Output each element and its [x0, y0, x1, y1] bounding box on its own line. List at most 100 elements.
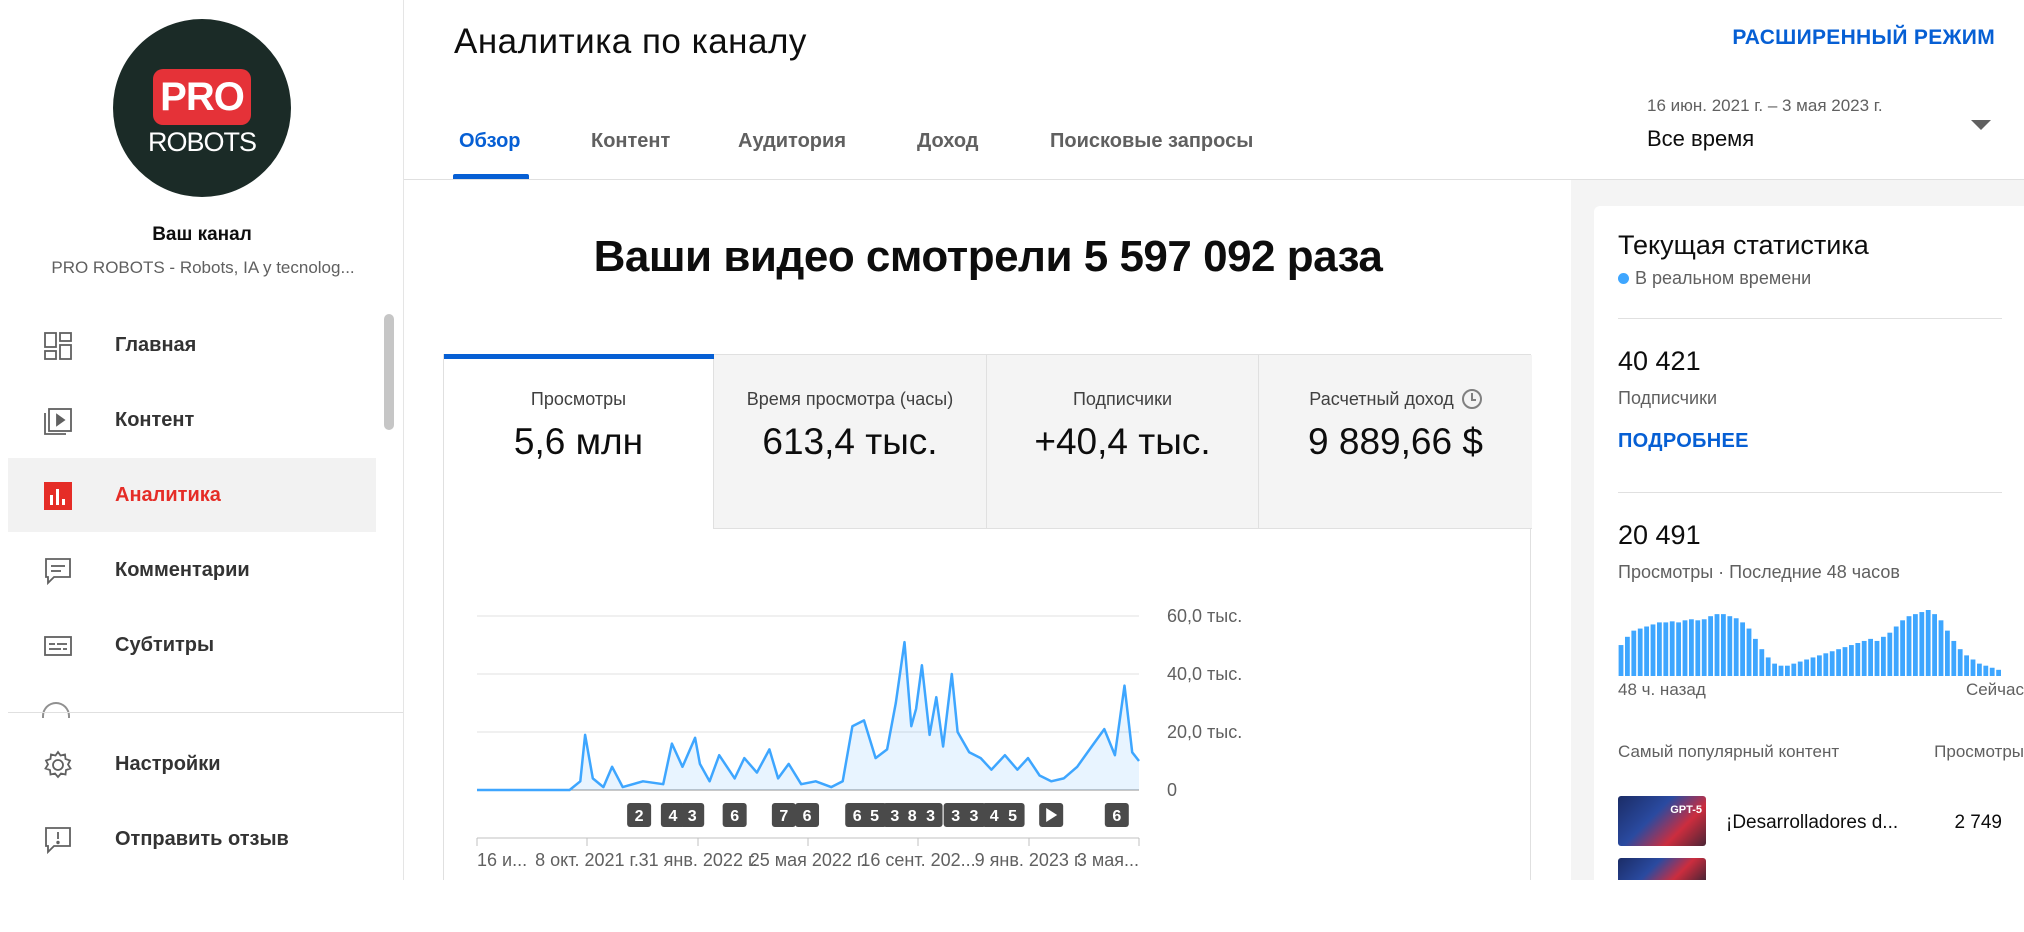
hourly-bar — [1970, 659, 1976, 676]
y-tick-label: 40,0 тыс. — [1167, 664, 1242, 684]
sidebar-divider — [8, 712, 403, 713]
hourly-bar — [1823, 653, 1829, 676]
realtime-views-count: 20 491 — [1618, 520, 1701, 550]
hourly-bar — [1644, 626, 1649, 676]
tab-content[interactable]: Контент — [591, 130, 671, 152]
hourly-bar — [1791, 663, 1797, 676]
sidebar-item-analytics[interactable]: Аналитика — [8, 458, 376, 532]
hourly-bar — [1778, 665, 1784, 676]
tab-overview[interactable]: Обзор — [459, 130, 521, 152]
sidebar-item-dashboard[interactable]: Главная — [8, 308, 376, 382]
overview-chart-card: Просмотры 5,6 млн Время просмотра (часы)… — [443, 354, 1532, 880]
metric-tab-revenue[interactable]: Расчетный доход 9 889,66 $ — [1259, 355, 1532, 529]
y-tick-label: 20,0 тыс. — [1167, 722, 1242, 742]
page-title: Аналитика по каналу — [454, 22, 807, 61]
video-marker-label: 6 — [853, 808, 862, 825]
series-area — [477, 642, 1139, 790]
thumbnail-text: GPT-5 — [1670, 804, 1702, 816]
details-link[interactable]: ПОДРОБНЕЕ — [1618, 430, 1749, 452]
video-marker — [627, 803, 652, 827]
hourly-bar — [1817, 655, 1822, 676]
hourly-bar — [1893, 626, 1899, 676]
video-marker — [722, 803, 747, 827]
subscriber-label: Подписчики — [1618, 388, 1718, 408]
sidebar-item-label: Главная — [115, 333, 197, 356]
metric-tab-views[interactable]: Просмотры 5,6 млн — [444, 354, 714, 529]
views-column-label: Просмотры — [1934, 742, 2024, 761]
hourly-bar — [1842, 647, 1848, 676]
hourly-bar — [1676, 622, 1681, 676]
hourly-bar — [1797, 661, 1803, 676]
sidebar-item-label: Субтитры — [115, 633, 215, 656]
hourly-bar — [1682, 620, 1688, 676]
avatar-logo-robots: ROBOTS — [147, 127, 257, 157]
realtime-title: Текущая статистика — [1618, 230, 1869, 260]
video-marker — [862, 803, 887, 827]
hourly-views-chart[interactable] — [1618, 606, 2002, 676]
metric-tab-subscribers[interactable]: Подписчики +40,4 тыс. — [987, 355, 1259, 529]
feedback-icon — [45, 827, 71, 855]
subscriber-count: 40 421 — [1618, 346, 1701, 376]
y-tick-label: 60,0 тыс. — [1167, 606, 1242, 626]
video-marker-label: 5 — [870, 808, 879, 825]
video-thumbnail[interactable]: GPT-5 — [1618, 796, 1706, 846]
video-marker — [982, 803, 1007, 827]
tab-search-queries[interactable]: Поисковые запросы — [1050, 130, 1254, 152]
views-headline: Ваши видео смотрели 5 597 092 раза — [593, 232, 1383, 281]
tab-revenue[interactable]: Доход — [917, 130, 979, 152]
sidebar-item-feedback[interactable]: Отправить отзыв — [8, 802, 376, 876]
metric-label: Расчетный доход — [1259, 389, 1532, 410]
sidebar: PRO ROBOTS Ваш канал PRO ROBOTS - Robots… — [0, 0, 404, 880]
hourly-bar — [1983, 665, 1989, 676]
realtime-panel: Текущая статистика В реальном времени 40… — [1594, 206, 2024, 880]
hourly-bar — [1701, 619, 1707, 676]
sidebar-item-content[interactable]: Контент — [8, 383, 376, 457]
clock-icon[interactable] — [1461, 389, 1482, 409]
views-chart[interactable]: 60,0 тыс.40,0 тыс.20,0 тыс.02 4 3 6 7 6 6 5 3 8 3 3… — [443, 590, 1531, 880]
hourly-bar — [1964, 655, 1969, 676]
hourly-bar — [1836, 649, 1841, 676]
dashboard-icon — [44, 332, 72, 360]
mini-axis-start: 48 ч. назад — [1618, 680, 1706, 699]
hourly-bar — [1868, 638, 1873, 676]
video-marker-label: 6 — [730, 808, 739, 825]
active-tab-indicator — [453, 174, 529, 179]
video-marker — [795, 803, 820, 827]
x-tick-label: 16 и... — [477, 850, 527, 870]
dropdown-arrow-icon — [1971, 120, 1991, 130]
hourly-bar — [1689, 619, 1694, 676]
metric-value: 9 889,66 $ — [1308, 421, 1483, 462]
video-marker-label: 3 — [970, 808, 979, 825]
video-marker-label: 2 — [635, 808, 644, 825]
hourly-bar — [1733, 618, 1739, 676]
hourly-bar — [1919, 612, 1925, 676]
top-video-title[interactable]: ¡Desarrolladores d... — [1726, 812, 1899, 833]
hourly-bar — [1657, 622, 1662, 676]
sidebar-item-label: Контент — [115, 408, 195, 431]
sidebar-item-settings[interactable]: Настройки — [8, 727, 376, 801]
channel-name: PRO ROBOTS - Robots, IA y tecnolog... — [51, 258, 355, 277]
x-tick-label: 16 сент. 202... — [860, 850, 975, 870]
metric-label: Просмотры — [530, 389, 627, 409]
video-marker-label: 8 — [908, 808, 917, 825]
video-marker — [961, 803, 986, 827]
sidebar-item-label: Отправить отзыв — [115, 827, 289, 850]
hourly-bar — [1721, 614, 1726, 676]
sidebar-item-subtitles[interactable]: Субтитры — [8, 608, 376, 682]
y-tick-label: 0 — [1167, 780, 1177, 800]
channel-avatar[interactable]: PRO ROBOTS — [113, 19, 291, 197]
tab-audience[interactable]: Аудитория — [738, 130, 846, 152]
partial-nav-icon — [42, 702, 70, 718]
header-divider — [404, 179, 2024, 180]
metric-tab-watch-time[interactable]: Время просмотра (часы) 613,4 тыс. — [714, 355, 987, 529]
advanced-mode-link[interactable]: РАСШИРЕННЫЙ РЕЖИМ — [1732, 26, 1995, 49]
divider — [1618, 492, 2002, 493]
hourly-bar — [1618, 645, 1624, 676]
video-thumbnail-partial[interactable] — [1618, 858, 1706, 880]
sidebar-item-comments[interactable]: Комментарии — [8, 533, 376, 607]
sidebar-scrollbar[interactable] — [384, 314, 394, 430]
video-marker — [918, 803, 943, 827]
hourly-bar — [1957, 649, 1963, 676]
hourly-bar — [1913, 614, 1918, 676]
comments-icon — [45, 558, 71, 586]
